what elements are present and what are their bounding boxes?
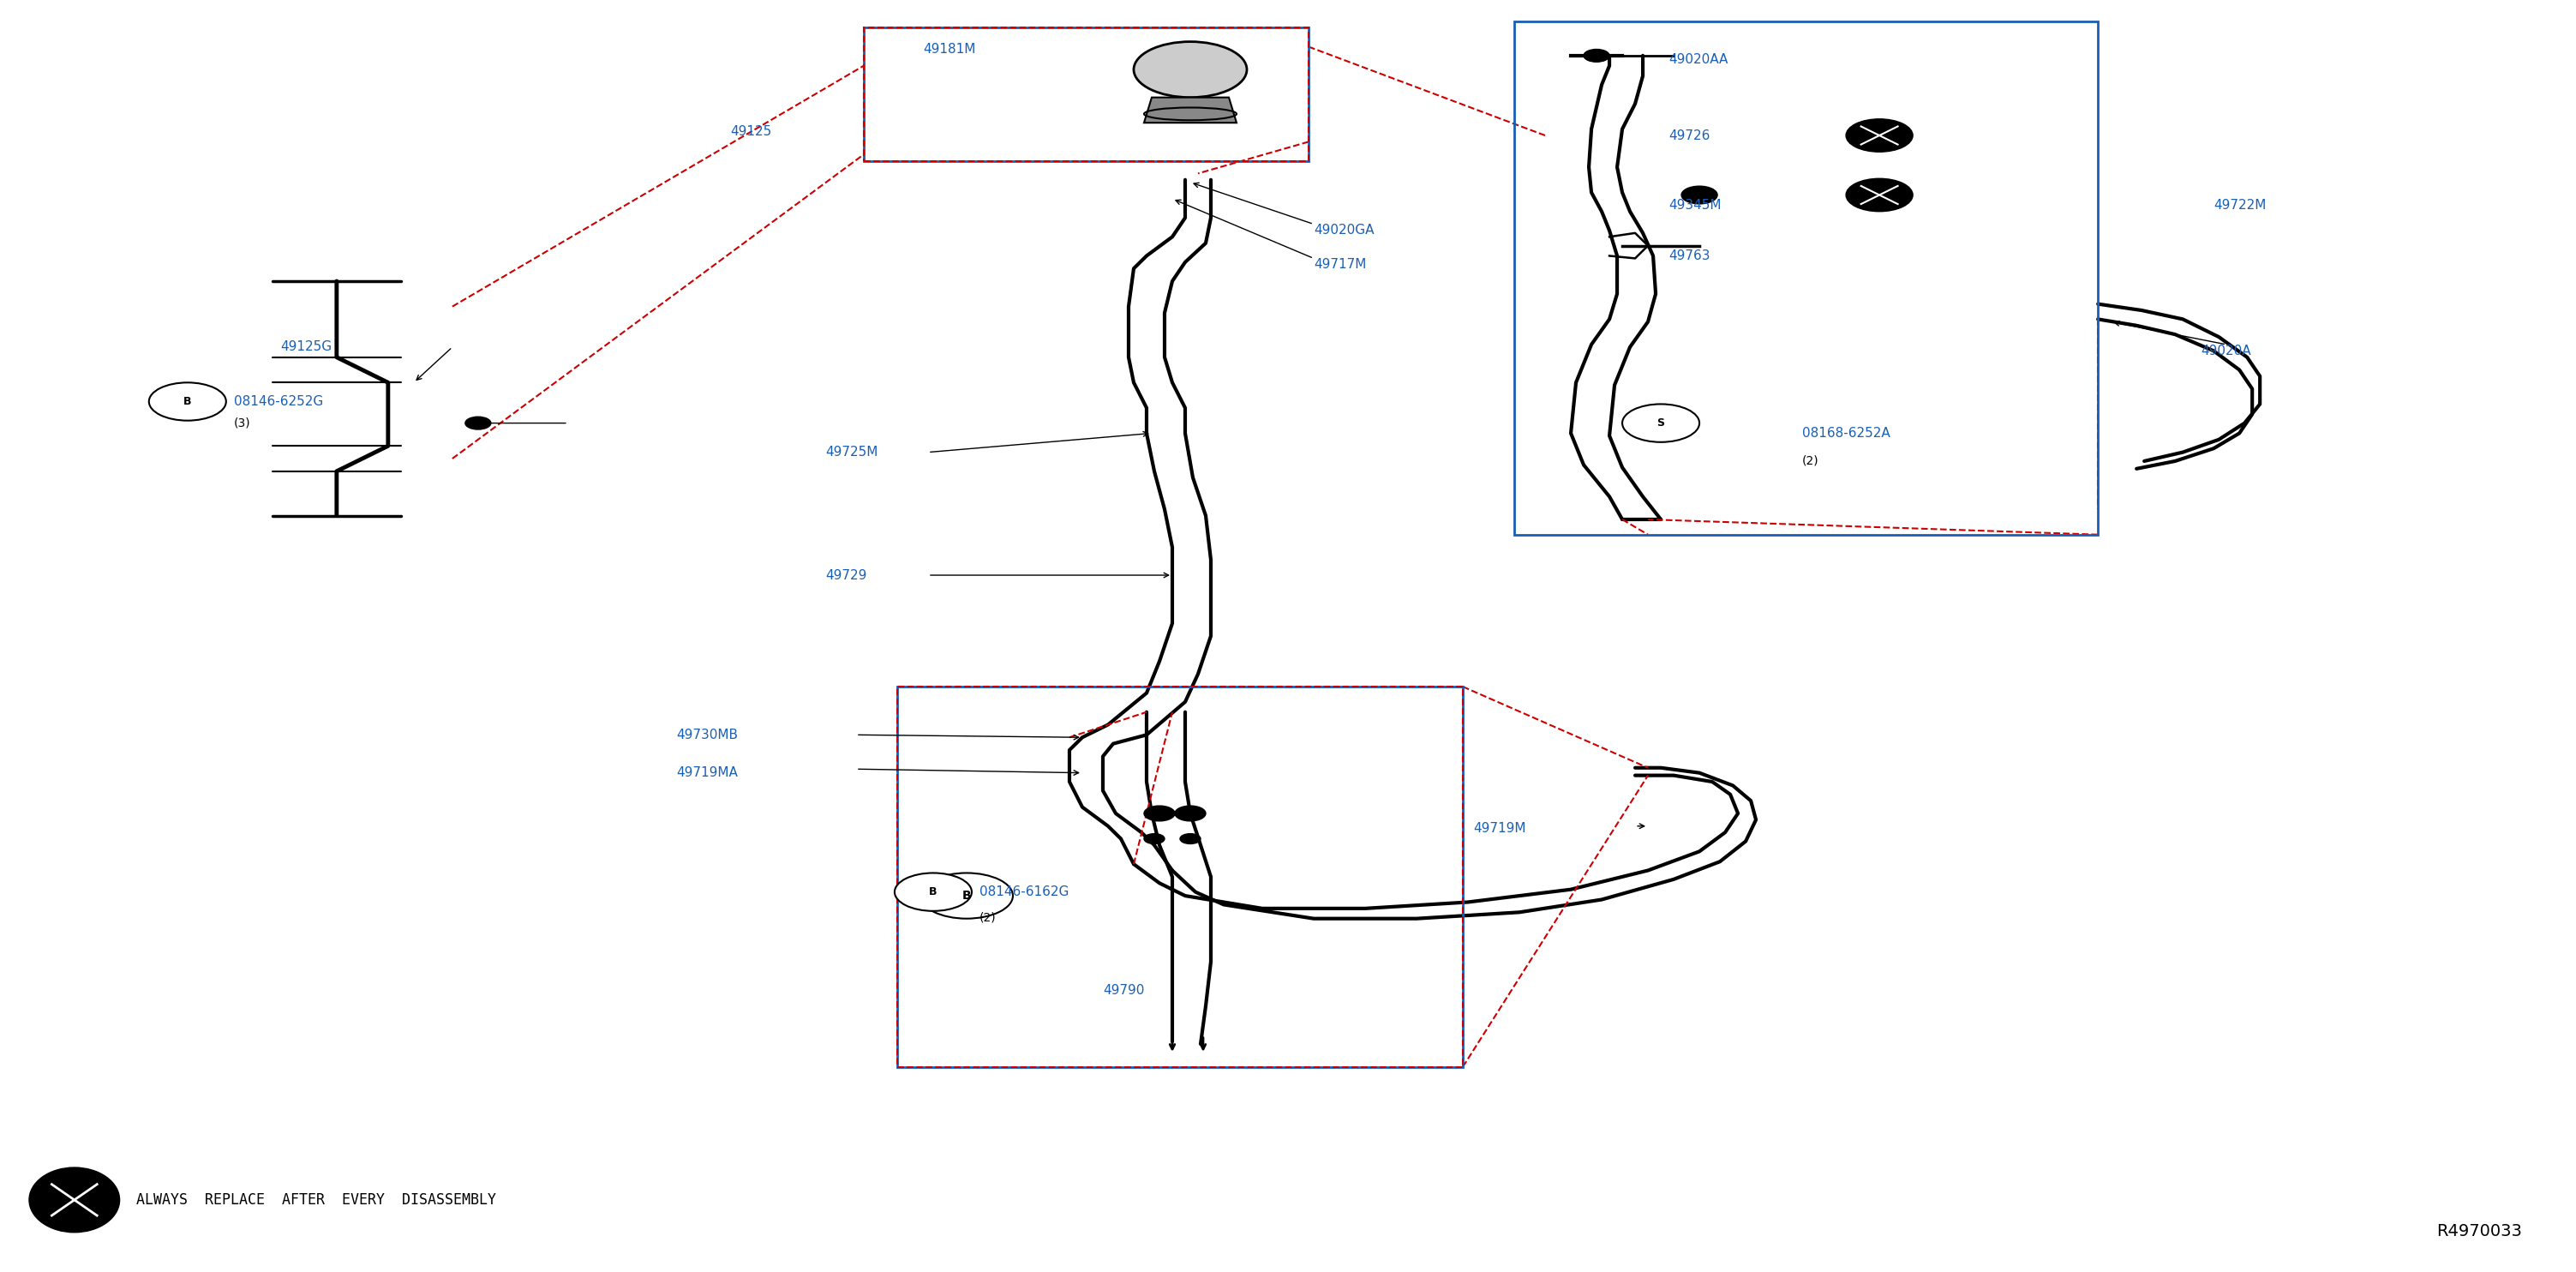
Circle shape	[149, 383, 227, 421]
Ellipse shape	[28, 1168, 118, 1233]
Text: 49125G: 49125G	[281, 341, 332, 354]
Text: (2): (2)	[1803, 455, 1819, 467]
Text: 49020AA: 49020AA	[1669, 53, 1728, 66]
Text: R4970033: R4970033	[2437, 1224, 2522, 1240]
Circle shape	[466, 417, 492, 430]
Text: 49726: 49726	[1669, 128, 1710, 142]
Circle shape	[1847, 178, 1914, 211]
Text: 49719M: 49719M	[1473, 822, 1525, 834]
Text: 49763: 49763	[1669, 249, 1710, 262]
Circle shape	[1847, 120, 1914, 151]
Text: 49725M: 49725M	[824, 445, 878, 459]
Text: 08168-6252A: 08168-6252A	[1803, 427, 1891, 440]
Text: 49345M: 49345M	[1669, 198, 1721, 211]
Text: B: B	[961, 890, 971, 902]
Text: 49729: 49729	[824, 569, 866, 581]
Circle shape	[1133, 42, 1247, 98]
Text: B: B	[930, 887, 938, 898]
Text: (3): (3)	[234, 417, 250, 429]
Text: 08146-6252G: 08146-6252G	[234, 396, 322, 408]
Text: 49790: 49790	[1103, 985, 1144, 997]
Circle shape	[1180, 833, 1200, 843]
Circle shape	[1682, 186, 1718, 204]
Text: 49719MA: 49719MA	[675, 767, 737, 780]
Circle shape	[894, 873, 971, 911]
Text: 49722M: 49722M	[2213, 198, 2267, 211]
Text: 49125: 49125	[729, 125, 770, 139]
Text: ALWAYS  REPLACE  AFTER  EVERY  DISASSEMBLY: ALWAYS REPLACE AFTER EVERY DISASSEMBLY	[137, 1192, 497, 1207]
Circle shape	[1144, 805, 1175, 820]
Circle shape	[1623, 404, 1700, 443]
Text: 49717M: 49717M	[1314, 258, 1365, 271]
Text: 49730MB: 49730MB	[675, 729, 737, 742]
Text: 49020A: 49020A	[2200, 345, 2251, 357]
Text: B: B	[183, 396, 191, 407]
Circle shape	[920, 873, 1012, 918]
Text: 08146-6162G: 08146-6162G	[979, 885, 1069, 898]
Circle shape	[1584, 50, 1610, 62]
Text: (2): (2)	[979, 911, 997, 923]
Text: 49020GA: 49020GA	[1314, 224, 1373, 237]
Polygon shape	[1144, 98, 1236, 123]
Text: 49181M: 49181M	[922, 43, 976, 56]
Circle shape	[1144, 833, 1164, 843]
Text: S: S	[1656, 417, 1664, 429]
Circle shape	[1175, 805, 1206, 820]
